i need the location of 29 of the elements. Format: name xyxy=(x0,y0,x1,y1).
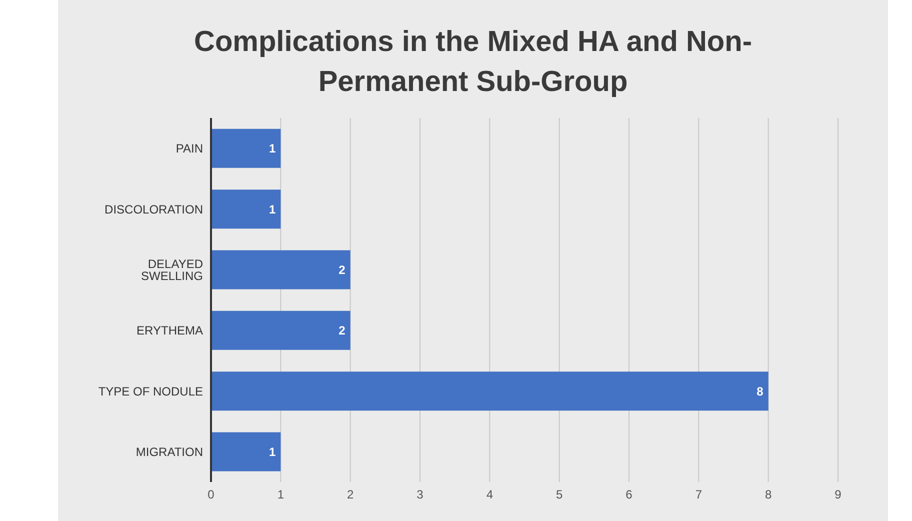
x-tick-label: 7 xyxy=(695,488,702,502)
x-tick-label: 8 xyxy=(764,488,772,502)
x-tick-label: 1 xyxy=(277,488,284,502)
chart-title: Complications in the Mixed HA and Non-Permanent Sub-Group xyxy=(193,25,753,100)
bar xyxy=(211,190,281,229)
x-tick-label: 9 xyxy=(834,488,842,502)
data-label: 1 xyxy=(268,202,276,216)
data-label: 2 xyxy=(338,324,346,338)
x-tick-label: 5 xyxy=(556,488,563,502)
data-label: 8 xyxy=(756,384,764,398)
bar xyxy=(211,250,350,290)
data-label: 2 xyxy=(338,263,346,278)
bar xyxy=(211,372,768,411)
y-tick-label: DELAYED SWELLING xyxy=(140,256,204,283)
bar xyxy=(211,128,281,168)
y-tick-label: PAIN xyxy=(176,142,203,156)
x-tick-label: 4 xyxy=(486,488,494,502)
x-tick-label: 6 xyxy=(626,488,633,502)
x-tick-label: 0 xyxy=(208,488,215,502)
x-tick-label: 3 xyxy=(416,488,424,502)
bar xyxy=(211,310,350,350)
y-tick-label: MIGRATION xyxy=(136,444,203,459)
y-tick-label: TYPE OF NODULE xyxy=(98,384,203,398)
data-label: 1 xyxy=(268,142,276,156)
y-tick-label: DISCOLORATION xyxy=(104,202,203,216)
data-label: 1 xyxy=(268,445,276,460)
y-tick-label: ERYTHEMA xyxy=(136,324,203,338)
bar xyxy=(211,432,281,472)
x-tick-label: 2 xyxy=(346,488,354,502)
